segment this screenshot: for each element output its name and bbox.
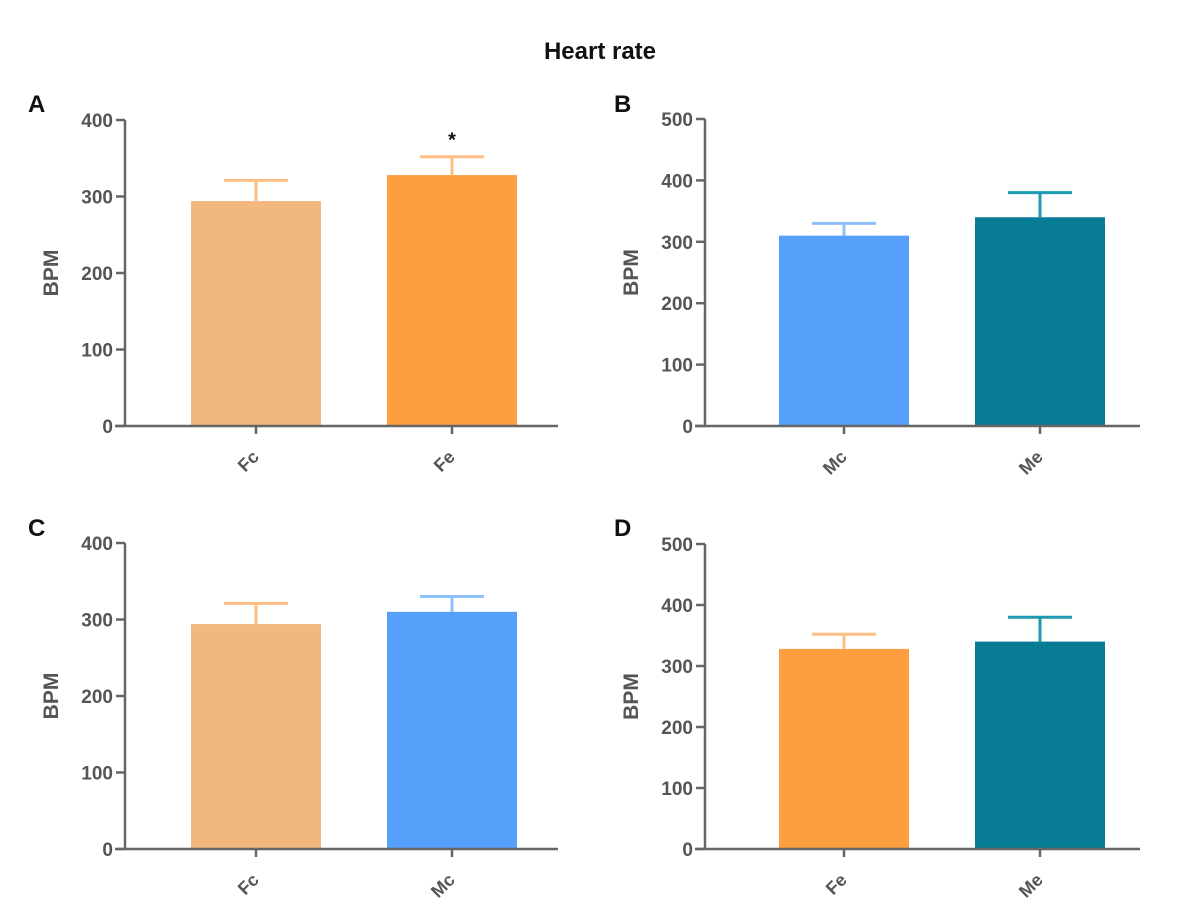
y-tick-label: 100 bbox=[661, 356, 693, 377]
y-axis-title: BPM bbox=[40, 673, 63, 720]
y-tick-label: 400 bbox=[81, 534, 113, 555]
figure-title: Heart rate bbox=[543, 38, 657, 65]
panel-label-A: A bbox=[28, 91, 45, 118]
y-tick-label: 0 bbox=[682, 840, 693, 861]
x-tick-label-Mc: Mc bbox=[819, 447, 851, 479]
y-tick-label: 100 bbox=[81, 341, 113, 362]
x-tick-label-Mc: Mc bbox=[427, 870, 459, 902]
bar-Fe bbox=[779, 648, 909, 849]
y-tick-label: 400 bbox=[661, 171, 693, 192]
x-tick-label-Fe: Fe bbox=[430, 447, 459, 476]
y-tick-label: 0 bbox=[102, 417, 113, 438]
panel-label-B: B bbox=[614, 91, 631, 118]
y-tick-label: 500 bbox=[661, 535, 693, 556]
panel-label-D: D bbox=[614, 515, 631, 542]
bar-Me bbox=[975, 217, 1105, 426]
y-tick-label: 300 bbox=[81, 188, 113, 209]
x-tick-label-Me: Me bbox=[1015, 447, 1047, 479]
bar-Fc bbox=[191, 201, 321, 426]
y-tick-label: 100 bbox=[81, 764, 113, 785]
y-tick-label: 300 bbox=[661, 233, 693, 254]
y-axis-title: BPM bbox=[40, 250, 63, 297]
x-tick-label-Fc: Fc bbox=[234, 870, 263, 899]
x-tick-label-Fc: Fc bbox=[234, 447, 263, 476]
y-tick-label: 0 bbox=[682, 417, 693, 438]
x-tick-label-Me: Me bbox=[1015, 870, 1047, 902]
y-tick-label: 200 bbox=[81, 264, 113, 285]
significance-marker: * bbox=[448, 130, 456, 152]
bar-Mc bbox=[779, 235, 909, 426]
bar-Fe bbox=[387, 175, 517, 426]
y-tick-label: 200 bbox=[661, 294, 693, 315]
y-axis-title: BPM bbox=[620, 673, 643, 720]
y-tick-label: 300 bbox=[81, 611, 113, 632]
y-tick-label: 500 bbox=[661, 110, 693, 131]
x-tick-label-Fe: Fe bbox=[822, 870, 851, 899]
y-tick-label: 100 bbox=[661, 779, 693, 800]
bar-Mc bbox=[387, 611, 517, 849]
y-tick-label: 200 bbox=[661, 718, 693, 739]
y-tick-label: 400 bbox=[661, 596, 693, 617]
panel-label-C: C bbox=[28, 515, 45, 542]
y-tick-label: 200 bbox=[81, 687, 113, 708]
bar-Fc bbox=[191, 624, 321, 849]
y-axis-title: BPM bbox=[620, 249, 643, 296]
y-tick-label: 300 bbox=[661, 657, 693, 678]
bar-Me bbox=[975, 641, 1105, 849]
y-tick-label: 400 bbox=[81, 111, 113, 132]
y-tick-label: 0 bbox=[102, 840, 113, 861]
